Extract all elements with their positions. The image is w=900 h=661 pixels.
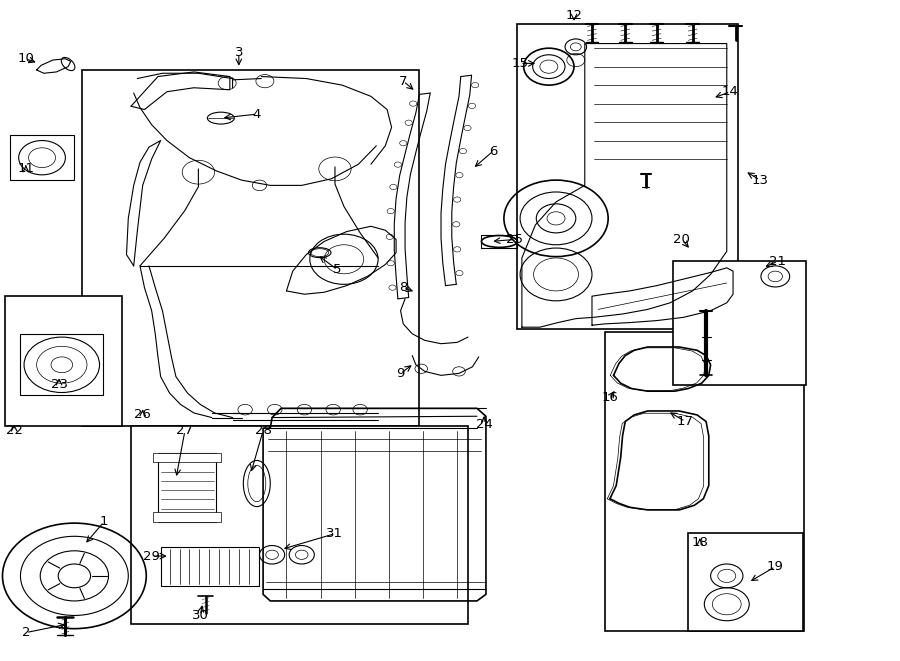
Text: 27: 27 xyxy=(176,424,194,438)
Text: 29: 29 xyxy=(143,549,160,563)
Text: 8: 8 xyxy=(399,281,408,294)
Text: 21: 21 xyxy=(770,254,787,268)
Bar xyxy=(82,70,418,426)
Bar xyxy=(673,260,806,385)
Text: 9: 9 xyxy=(396,367,405,380)
Text: 5: 5 xyxy=(333,263,342,276)
Text: 18: 18 xyxy=(691,536,708,549)
Bar xyxy=(605,332,804,631)
Text: 22: 22 xyxy=(5,424,22,438)
Bar xyxy=(154,512,220,522)
Bar xyxy=(154,453,220,463)
Text: 16: 16 xyxy=(601,391,618,405)
Text: 17: 17 xyxy=(677,415,694,428)
Text: 31: 31 xyxy=(327,527,344,540)
Text: 30: 30 xyxy=(192,609,209,622)
Text: 15: 15 xyxy=(511,57,528,70)
Bar xyxy=(5,295,122,426)
Text: 13: 13 xyxy=(752,174,769,186)
Text: 14: 14 xyxy=(722,85,739,98)
Bar xyxy=(518,24,738,329)
Bar xyxy=(131,426,468,624)
Text: 12: 12 xyxy=(565,9,582,22)
Text: 25: 25 xyxy=(506,233,523,246)
Bar xyxy=(688,533,803,631)
Text: 24: 24 xyxy=(476,418,492,431)
Bar xyxy=(160,547,259,586)
Text: 7: 7 xyxy=(399,75,408,88)
Bar xyxy=(21,334,104,395)
Text: 23: 23 xyxy=(50,378,68,391)
Text: 3: 3 xyxy=(235,46,243,59)
Text: 6: 6 xyxy=(489,145,498,157)
Text: 10: 10 xyxy=(17,52,34,65)
Text: 20: 20 xyxy=(673,233,690,246)
Text: 19: 19 xyxy=(767,560,784,573)
Bar xyxy=(158,453,216,522)
Text: 1: 1 xyxy=(100,516,108,528)
Text: 11: 11 xyxy=(17,163,34,175)
Bar xyxy=(10,136,75,180)
Text: 28: 28 xyxy=(255,424,272,438)
Text: 26: 26 xyxy=(134,408,151,422)
Text: 4: 4 xyxy=(253,108,261,121)
Text: 2: 2 xyxy=(22,626,30,639)
